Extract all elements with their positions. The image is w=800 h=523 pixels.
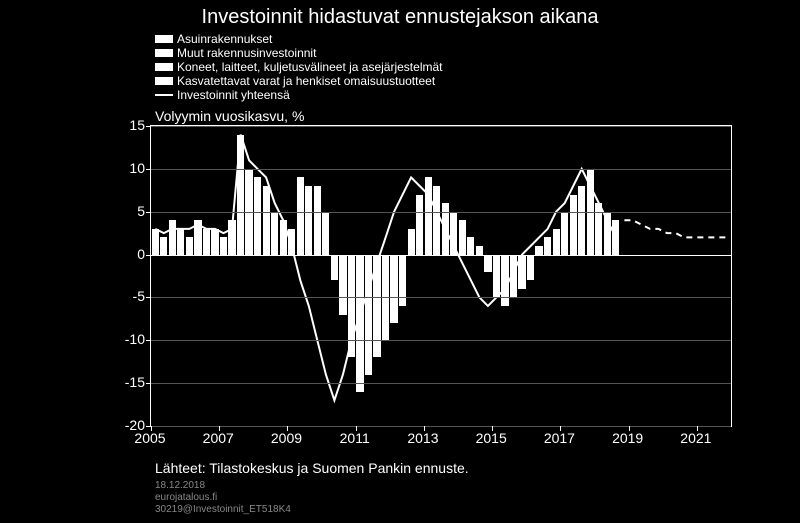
total-line [155, 135, 616, 401]
legend-box: Asuinrakennukset Muut rakennusinvestoinn… [155, 32, 442, 102]
zero-line [151, 255, 731, 256]
plot-area [150, 125, 732, 427]
gridline [151, 383, 731, 384]
legend-swatch-icon [155, 35, 173, 43]
x-tick-label: 2021 [680, 430, 711, 446]
chart-title: Investoinnit hidastuvat ennustejakson ai… [0, 6, 800, 29]
gridline [151, 169, 731, 170]
forecast-line [624, 220, 726, 237]
x-tick-label: 2007 [203, 430, 234, 446]
gridline [151, 340, 731, 341]
y-tick [146, 212, 151, 213]
y-tick-label: -5 [110, 288, 145, 304]
x-tick-label: 2011 [340, 430, 370, 446]
meta-code: 30219@Investoinnit_ET518K4 [155, 504, 291, 516]
y-tick [146, 126, 151, 127]
gridline [151, 426, 731, 427]
y-tick-label: 0 [110, 246, 145, 262]
y-tick [146, 297, 151, 298]
legend-swatch-icon [155, 77, 173, 85]
x-tick-label: 2017 [544, 430, 575, 446]
legend-swatch-icon [155, 63, 173, 71]
gridline [151, 297, 731, 298]
line-layer [151, 126, 731, 426]
y-tick-label: -15 [110, 374, 145, 390]
meta-date: 18.12.2018 [155, 480, 205, 492]
legend-line-icon [155, 94, 173, 96]
x-tick-label: 2013 [407, 430, 438, 446]
y-tick [146, 169, 151, 170]
chart-footer-source: Lähteet: Tilastokeskus ja Suomen Pankin … [155, 460, 469, 476]
y-tick-label: 10 [110, 160, 145, 176]
y-tick-label: 5 [110, 203, 145, 219]
legend-label: Muut rakennusinvestoinnit [177, 46, 316, 60]
y-tick [146, 340, 151, 341]
y-tick-label: 15 [110, 117, 145, 133]
gridline [151, 212, 731, 213]
chart-subtitle: Volyymin vuosikasvu, % [155, 108, 304, 124]
y-tick-label: -10 [110, 331, 145, 347]
legend-label: Kasvatettavat varat ja henkiset omaisuus… [177, 74, 435, 88]
legend-label: Asuinrakennukset [177, 32, 272, 46]
y-tick [146, 383, 151, 384]
gridline [151, 126, 731, 127]
legend-swatch-icon [155, 49, 173, 57]
x-tick-label: 2015 [476, 430, 507, 446]
legend-label: Koneet, laitteet, kuljetusvälineet ja as… [177, 60, 442, 74]
y-axis-labels: 151050-5-10-15-20 [110, 125, 145, 425]
legend-label: Investoinnit yhteensä [177, 88, 290, 102]
x-tick-label: 2009 [271, 430, 302, 446]
x-tick-label: 2019 [612, 430, 643, 446]
meta-site: eurojatalous.fi [155, 492, 217, 504]
x-tick-label: 2005 [134, 430, 165, 446]
